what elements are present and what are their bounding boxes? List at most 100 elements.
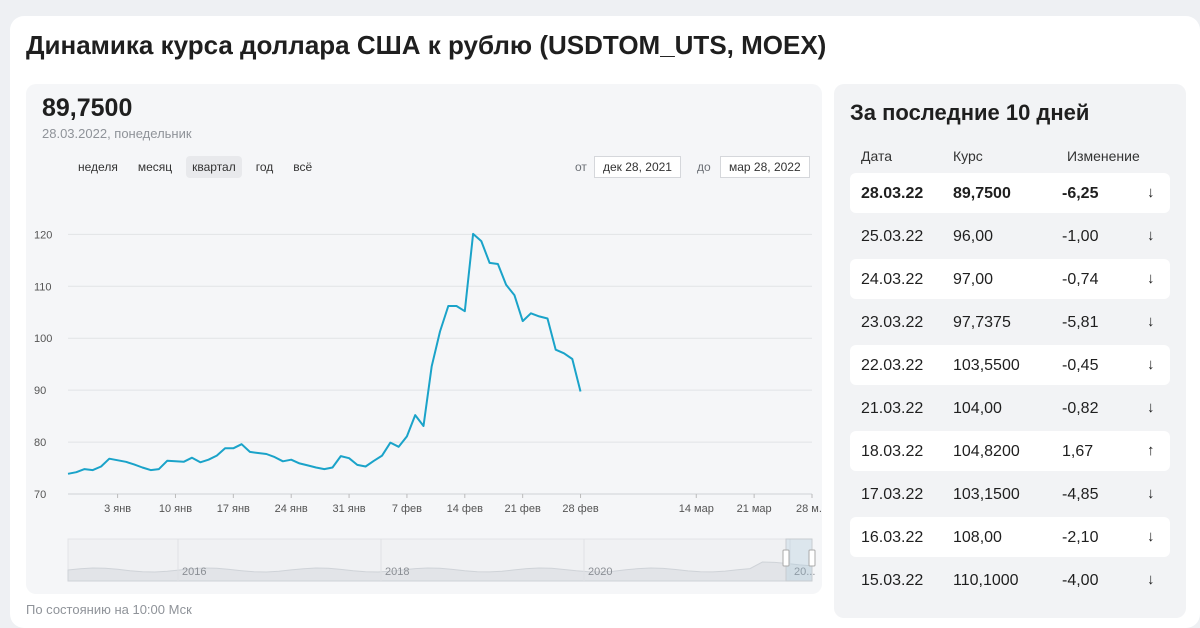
- row-date: 23.03.22: [861, 314, 924, 331]
- row-date: 15.03.22: [861, 572, 924, 589]
- x-tick-label: 21 мар: [737, 503, 772, 515]
- navigator-label: 2018: [385, 566, 409, 578]
- period-month[interactable]: месяц: [137, 160, 173, 174]
- arrow-down-icon: ↓: [1147, 356, 1155, 373]
- row-change: -1,00: [1062, 228, 1099, 245]
- table-row: 15.03.22 110,1000 -4,00 ↓: [850, 560, 1170, 600]
- col-change-header: Изменение: [1067, 148, 1140, 164]
- row-date: 18.03.22: [861, 443, 924, 460]
- navigator-label: 20...: [794, 566, 815, 578]
- period-year[interactable]: год: [255, 160, 274, 174]
- y-tick-label: 120: [34, 229, 52, 241]
- x-tick-label: 3 янв: [104, 503, 131, 515]
- y-tick-label: 70: [34, 489, 46, 501]
- x-tick-label: 28 м...: [796, 503, 822, 515]
- row-change: -4,00: [1062, 572, 1099, 589]
- navigator-window: [785, 538, 813, 582]
- navigator-label: 2016: [182, 566, 206, 578]
- table-row: 21.03.22 104,00 -0,82 ↓: [850, 388, 1170, 428]
- row-rate: 108,00: [953, 529, 1002, 546]
- last-10-days-panel: За последние 10 дней Дата Курс Изменение…: [834, 84, 1186, 618]
- row-rate: 110,1000: [953, 572, 1019, 589]
- table-row: 16.03.22 108,00 -2,10 ↓: [850, 517, 1170, 557]
- y-tick-label: 110: [34, 281, 52, 293]
- row-change: -0,45: [1062, 357, 1099, 374]
- period-quarter[interactable]: квартал: [186, 156, 242, 178]
- series-line: [67, 232, 582, 475]
- page-title: Динамика курса доллара США к рублю (USDT…: [26, 30, 827, 60]
- range-to-label: до: [697, 160, 711, 174]
- x-tick-label: 31 янв: [332, 503, 365, 515]
- x-tick-label: 21 фев: [505, 503, 541, 515]
- row-rate: 104,8200: [953, 443, 1020, 460]
- range-to-input[interactable]: мар 28, 2022: [720, 156, 810, 178]
- row-rate: 97,7375: [953, 314, 1011, 331]
- y-tick-label: 100: [34, 333, 52, 345]
- row-change: -2,10: [1062, 529, 1099, 546]
- row-change: -5,81: [1062, 314, 1099, 331]
- row-change: -4,85: [1062, 486, 1099, 503]
- table-row: 24.03.22 97,00 -0,74 ↓: [850, 259, 1170, 299]
- period-week[interactable]: неделя: [78, 160, 118, 174]
- arrow-down-icon: ↓: [1147, 184, 1155, 201]
- row-date: 17.03.22: [861, 486, 924, 503]
- table-row: 17.03.22 103,1500 -4,85 ↓: [850, 474, 1170, 514]
- navigator[interactable]: 2016 2018 2020 20...: [67, 538, 816, 582]
- row-date: 21.03.22: [861, 400, 924, 417]
- arrow-down-icon: ↓: [1147, 485, 1155, 502]
- x-tick-label: 17 янв: [217, 503, 250, 515]
- table-row: 18.03.22 104,8200 1,67 ↑: [850, 431, 1170, 471]
- chart-panel: 89,7500 28.03.2022, понедельник неделя м…: [26, 84, 822, 594]
- row-change: 1,67: [1062, 443, 1094, 460]
- navigator-label: 2020: [588, 566, 612, 578]
- arrow-down-icon: ↓: [1147, 528, 1155, 545]
- y-tick-label: 90: [34, 385, 46, 397]
- row-date: 25.03.22: [861, 228, 924, 245]
- series: [67, 232, 582, 475]
- range-from-label: от: [575, 160, 587, 174]
- row-rate: 104,00: [953, 400, 1002, 417]
- row-rate: 103,5500: [953, 357, 1020, 374]
- x-tick-label: 7 фев: [392, 503, 422, 515]
- row-rate: 96,00: [953, 228, 994, 245]
- current-date: 28.03.2022, понедельник: [42, 126, 192, 141]
- current-value: 89,7500: [42, 94, 133, 122]
- footnote: По состоянию на 10:00 Мск: [26, 602, 192, 617]
- arrow-up-icon: ↑: [1147, 442, 1155, 459]
- table-row: 23.03.22 97,7375 -5,81 ↓: [850, 302, 1170, 342]
- row-change: -0,82: [1062, 400, 1099, 417]
- navigator-handle-left: [782, 549, 790, 567]
- x-tick-label: 24 янв: [275, 503, 308, 515]
- range-from-input[interactable]: дек 28, 2021: [594, 156, 681, 178]
- row-date: 16.03.22: [861, 529, 924, 546]
- navigator-handle-right: [808, 549, 816, 567]
- x-tick-label: 14 фев: [447, 503, 483, 515]
- x-tick-label: 10 янв: [159, 503, 192, 515]
- row-change: -0,74: [1062, 271, 1099, 288]
- row-rate: 97,00: [953, 271, 994, 288]
- arrow-down-icon: ↓: [1147, 571, 1155, 588]
- row-rate: 89,7500: [953, 185, 1011, 202]
- row-date: 28.03.22: [861, 185, 924, 202]
- period-all[interactable]: всё: [293, 160, 313, 174]
- row-change: -6,25: [1062, 185, 1099, 202]
- grid: [68, 233, 812, 495]
- arrow-down-icon: ↓: [1147, 227, 1155, 244]
- period-selector: неделя месяц квартал год всё: [72, 156, 326, 178]
- col-date-header: Дата: [861, 148, 893, 164]
- x-tick-label: 14 мар: [679, 503, 714, 515]
- row-rate: 103,1500: [953, 486, 1020, 503]
- table-row: 22.03.22 103,5500 -0,45 ↓: [850, 345, 1170, 385]
- row-date: 24.03.22: [861, 271, 924, 288]
- x-axis: 3 янв 10 янв 17 янв 24 янв 31 янв 7 фев 14 фев…: [68, 493, 822, 515]
- y-tick-label: 80: [34, 437, 46, 449]
- x-tick-label: 28 фев: [562, 503, 598, 515]
- table-row: 25.03.22 96,00 -1,00 ↓: [850, 216, 1170, 256]
- arrow-down-icon: ↓: [1147, 399, 1155, 416]
- row-date: 22.03.22: [861, 357, 924, 374]
- col-rate-header: Курс: [953, 148, 983, 164]
- arrow-down-icon: ↓: [1147, 270, 1155, 287]
- side-title: За последние 10 дней: [850, 100, 1090, 125]
- arrow-down-icon: ↓: [1147, 313, 1155, 330]
